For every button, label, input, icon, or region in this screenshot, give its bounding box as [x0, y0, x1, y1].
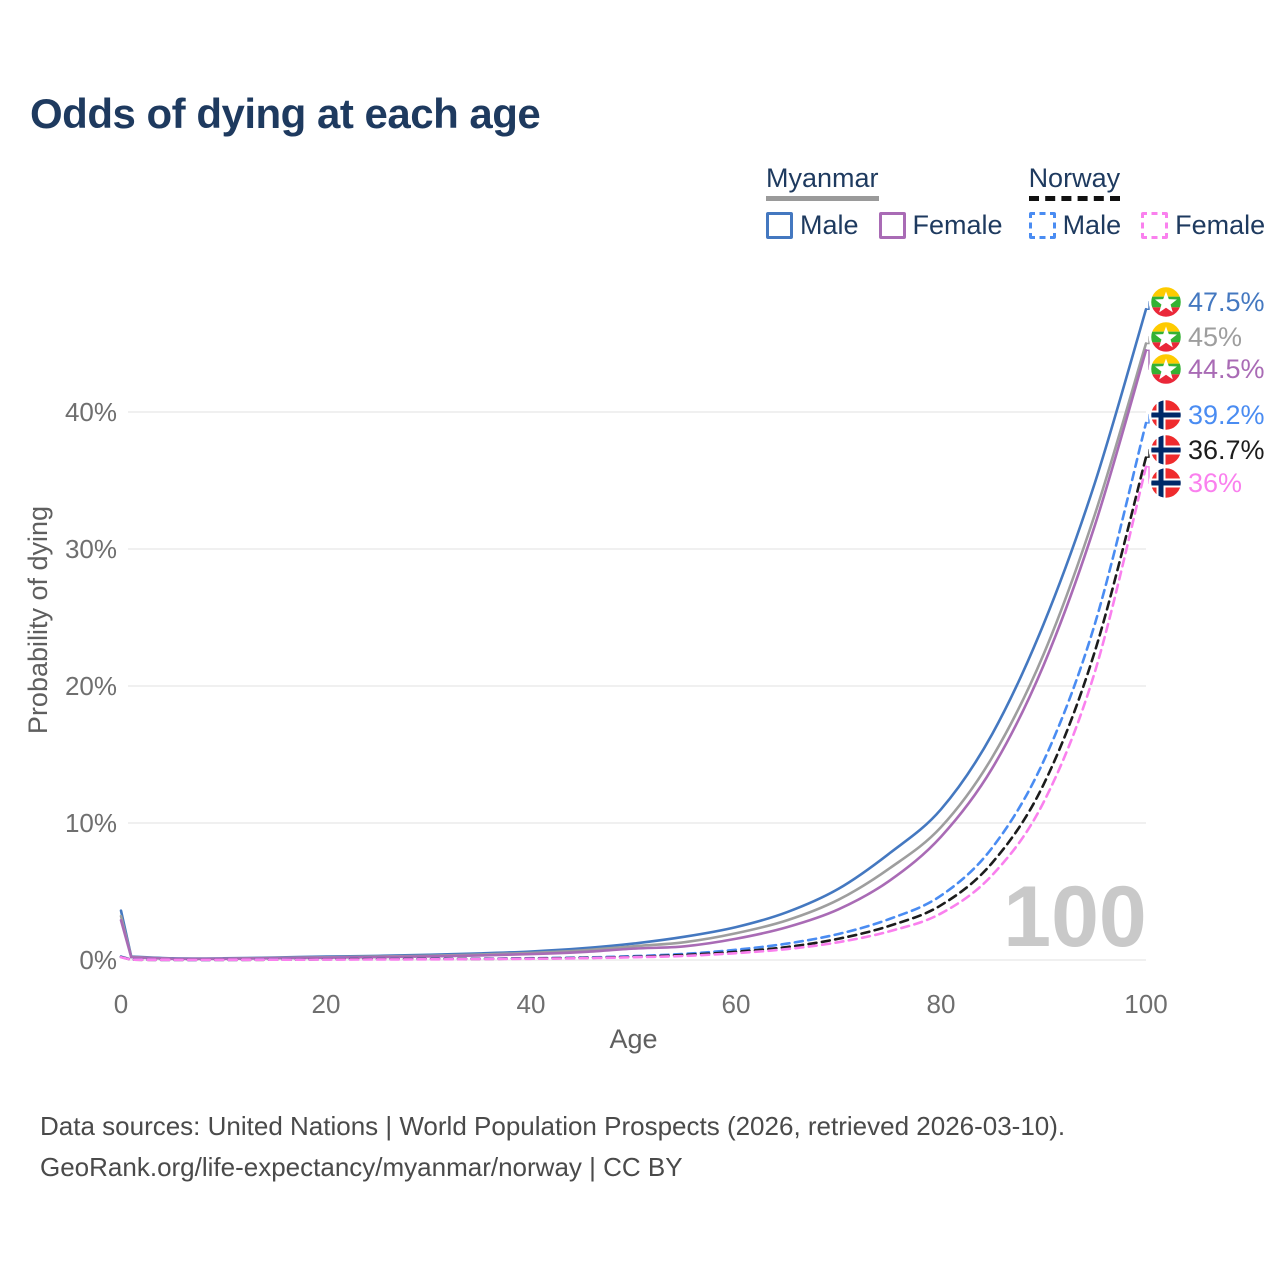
y-tick-label: 30%	[65, 534, 117, 564]
end-value-label-myanmar-both: 45%	[1188, 322, 1242, 352]
legend-label-norway-male: Male	[1062, 210, 1122, 240]
y-axis-title: Probability of dying	[23, 506, 53, 734]
series-line-norway-both	[119, 455, 1148, 962]
flag-icon-norway	[1148, 432, 1184, 468]
x-tick-label: 40	[517, 989, 546, 1019]
footer-sources: Data sources: United Nations | World Pop…	[40, 1111, 1066, 1141]
flag-icon-norway	[1148, 465, 1184, 501]
rect	[1158, 399, 1164, 431]
rect	[1150, 374, 1182, 385]
rect	[1150, 447, 1182, 453]
end-value-label-norway-male: 39.2%	[1188, 400, 1265, 430]
y-tick-label: 40%	[65, 397, 117, 427]
series-line-myanmar-female	[119, 349, 1148, 961]
y-tick-label: 20%	[65, 671, 117, 701]
series-line-norway-male	[119, 421, 1148, 962]
rect	[1150, 307, 1182, 318]
checkbox-myanmar-female[interactable]	[878, 212, 906, 239]
rect	[1158, 434, 1164, 466]
flag-icon-myanmar	[1148, 319, 1184, 355]
rect	[1158, 467, 1164, 499]
x-tick-label: 80	[927, 989, 956, 1019]
series-line-norway-female	[119, 465, 1148, 962]
checkbox-norway-male[interactable]	[1028, 212, 1056, 239]
rect	[1150, 353, 1182, 364]
legend-label-myanmar-female: Female	[912, 210, 1003, 240]
rect	[1150, 480, 1182, 486]
flag-icon-norway	[1148, 397, 1184, 433]
star-glyph	[1155, 358, 1177, 380]
circle	[1148, 465, 1184, 501]
footer-attribution: GeoRank.org/life-expectancy/myanmar/norw…	[40, 1152, 683, 1182]
circle	[1148, 351, 1184, 387]
flag-icon-myanmar	[1148, 351, 1184, 387]
series-line-myanmar-both	[119, 342, 1148, 961]
legend-group-norway: Norway Male Female	[1028, 163, 1265, 241]
y-tick-label: 10%	[65, 808, 117, 838]
legend-item-norway-female[interactable]: Female	[1141, 210, 1265, 241]
watermark-label: 100	[1003, 869, 1147, 965]
legend-label-myanmar-male: Male	[800, 210, 859, 240]
end-value-label-myanmar-male: 47.5%	[1188, 287, 1265, 317]
legend-label-norway-female: Female	[1175, 210, 1266, 240]
y-tick-label: 0%	[79, 945, 117, 975]
x-tick-label: 20	[312, 989, 341, 1019]
rect	[1150, 286, 1182, 297]
end-value-label-norway-female: 36%	[1188, 468, 1242, 498]
rect	[1150, 342, 1182, 353]
rect	[1150, 321, 1182, 332]
circle	[1148, 284, 1184, 320]
checkbox-myanmar-male[interactable]	[766, 212, 793, 239]
star-glyph	[1155, 291, 1177, 313]
legend-item-norway-male[interactable]: Male	[1028, 210, 1122, 241]
x-tick-label: 60	[722, 989, 751, 1019]
star-glyph	[1155, 326, 1177, 348]
legend-item-myanmar-male[interactable]: Male	[766, 210, 859, 241]
legend-header-norway: Norway	[1028, 163, 1121, 201]
footer: Data sources: United Nations | World Pop…	[40, 1106, 1065, 1188]
rect	[1150, 412, 1182, 418]
checkbox-norway-female[interactable]	[1141, 212, 1169, 239]
legend-items-myanmar: Male Female	[766, 210, 1003, 241]
flag-icon-myanmar	[1148, 284, 1184, 320]
circle	[1148, 397, 1184, 433]
x-tick-label: 0	[114, 989, 128, 1019]
legend-item-myanmar-female[interactable]: Female	[878, 210, 1003, 241]
x-axis-title: Age	[609, 1024, 657, 1054]
end-value-label-norway-both: 36.7%	[1188, 435, 1265, 465]
legend-items-norway: Male Female	[1028, 210, 1265, 241]
legend: Myanmar Male Female Norway Male Female	[766, 163, 1265, 241]
legend-header-myanmar: Myanmar	[766, 163, 879, 201]
page-title: Odds of dying at each age	[30, 90, 541, 137]
legend-group-myanmar: Myanmar Male Female	[766, 163, 1003, 241]
x-tick-label: 100	[1124, 989, 1167, 1019]
end-value-label-myanmar-female: 44.5%	[1188, 354, 1265, 384]
